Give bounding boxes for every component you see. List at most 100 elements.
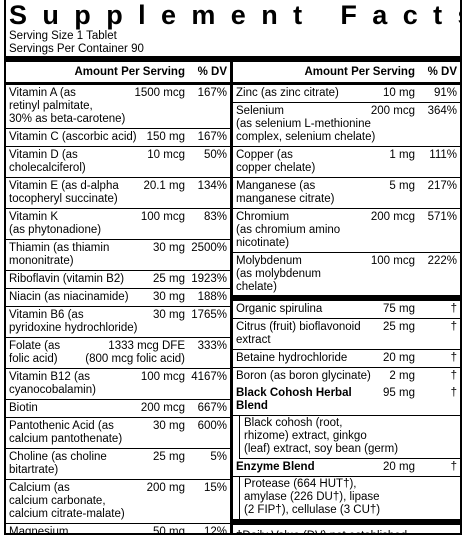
amount: 100 mcg — [370, 255, 415, 267]
amount-group: 200 mcg 364% — [371, 105, 457, 118]
nutrient-row: 50 mg 12% Magnesium (as magnesium oxide) — [6, 524, 230, 535]
amount-group: 10 mcg 50% — [147, 149, 227, 162]
daily-value: 364% — [427, 105, 457, 117]
amount: 30 mg — [153, 309, 185, 321]
amount: 200 mcg — [140, 402, 185, 414]
nutrient-name: Vitamin C (ascorbic acid) — [9, 131, 137, 143]
daily-value: 222% — [427, 255, 457, 267]
nutrient-name: Vitamin A (as retinyl palmitate, 30% as … — [9, 87, 126, 125]
daily-value: † — [450, 321, 457, 333]
nutrient-row: 10 mcg 50% Vitamin D (as cholecalciferol) — [6, 147, 230, 178]
amount: 30 mg — [153, 291, 185, 303]
amount: 20.1 mg — [143, 180, 185, 192]
daily-value: 83% — [203, 211, 227, 223]
thick-rule — [233, 519, 460, 525]
amount-group: 20 mg † — [383, 352, 457, 365]
thick-rule — [233, 295, 460, 301]
nutrient-name: Magnesium (as magnesium oxide) — [9, 526, 69, 535]
amount-group: 25 mg † — [383, 321, 457, 334]
daily-value: 5% — [210, 451, 227, 463]
nutrient-name: Betaine hydrochloride — [236, 352, 348, 364]
nutrient-name: Molybdenum (as molybdenum chelate) — [236, 255, 322, 293]
supplement-facts-label: Supplement Facts Serving Size 1 Tablet S… — [4, 0, 462, 535]
amount-group: 50 mg 12% — [153, 526, 227, 533]
nutrient-row: 1333 mcg DFE (800 mcg folic acid) 333% Fol… — [6, 338, 230, 369]
daily-value: † — [450, 370, 457, 382]
amount: 200 mg — [146, 482, 185, 494]
daily-value: 217% — [427, 180, 457, 192]
rows: 10 mg 91% Zinc (as zinc citrate) 200 mcg 364… — [233, 85, 460, 296]
amount: 25 mg — [153, 273, 185, 285]
footnote: †Daily Value (DV) not established. — [233, 525, 460, 533]
nutrient-row: 2 mg † Boron (as boron glycinate) — [233, 368, 460, 385]
amount-header: Amount Per Serving — [304, 66, 415, 78]
daily-value: 667% — [197, 402, 227, 414]
nutrient-row: 30 mg 600% Pantothenic Acid (as calcium pa… — [6, 418, 230, 449]
nutrient-name: Vitamin K (as phytonadione) — [9, 211, 102, 236]
daily-value: † — [450, 461, 457, 473]
blend-description: Protease (664 HUT†), amylase (226 DU†), … — [239, 477, 460, 520]
amount-group: 25 mg 5% — [153, 451, 227, 464]
amount-group: 100 mcg 83% — [141, 211, 227, 224]
daily-value: 134% — [197, 180, 227, 192]
amount-group: 5 mg 217% — [389, 180, 457, 193]
amount: 30 mg — [153, 242, 185, 254]
columns: Amount Per Serving % DV 1500 mcg 167% Vitami… — [6, 62, 460, 535]
daily-value: 333% — [197, 340, 227, 352]
daily-value: 1765% — [191, 309, 227, 321]
nutrient-name: Calcium (as calcium carbonate, calcium c… — [9, 482, 125, 520]
nutrient-name: Manganese (as manganese citrate) — [236, 180, 335, 205]
amount: 25 mg — [383, 321, 415, 333]
amount-group: 200 mcg 571% — [371, 211, 457, 224]
nutrient-row: 1 mg 111% Copper (as copper chelate) — [233, 147, 460, 178]
amount: 1500 mcg — [134, 87, 185, 99]
amount: 200 mcg — [370, 211, 415, 223]
nutrient-name: Vitamin B6 (as pyridoxine hydrochloride) — [9, 309, 138, 334]
rows: 1500 mcg 167% Vitamin A (as retinyl palmit… — [6, 85, 230, 535]
amount-group: 1333 mcg DFE (800 mcg folic acid) 333% — [85, 340, 227, 366]
nutrient-row: 30 mg 1765% Vitamin B6 (as pyridoxine hydr… — [6, 307, 230, 338]
amount: 150 mg — [146, 131, 185, 143]
amount: 95 mg — [383, 387, 415, 399]
daily-value: 15% — [203, 482, 227, 494]
amount: 1 mg — [389, 149, 415, 161]
nutrient-name: Selenium (as selenium L-methionine compl… — [236, 105, 376, 143]
daily-value: 50% — [203, 149, 227, 161]
amount: 1333 mcg DFE (800 mcg folic acid) — [85, 340, 185, 365]
daily-value: † — [450, 303, 457, 315]
amount: 20 mg — [383, 461, 415, 473]
daily-value: 571% — [427, 211, 457, 223]
nutrient-row: 100 mcg 4167% Vitamin B12 (as cyanocobalam… — [6, 369, 230, 400]
column-header: Amount Per Serving % DV — [6, 62, 230, 85]
amount-group: 100 mcg 4167% — [141, 371, 227, 384]
daily-value: 600% — [197, 420, 227, 432]
servings-per-container: Servings Per Container 90 — [9, 43, 144, 55]
amount: 20 mg — [383, 352, 415, 364]
amount-group: 150 mg 167% — [147, 131, 227, 144]
daily-value: 1923% — [191, 273, 227, 285]
title: Supplement Facts — [9, 0, 462, 30]
nutrient-name: Copper (as copper chelate) — [236, 149, 316, 174]
nutrient-row: 25 mg 1923% Riboflavin (vitamin B2) — [6, 271, 230, 289]
amount-group: 2 mg † — [389, 370, 457, 383]
nutrient-name: Vitamin E (as d-alpha tocopheryl succina… — [9, 180, 119, 205]
amount-group: 200 mg 15% — [147, 482, 227, 495]
amount: 75 mg — [383, 303, 415, 315]
nutrient-row: 200 mcg 571% Chromium (as chromium amino n… — [233, 209, 460, 253]
nutrient-name: Riboflavin (vitamin B2) — [9, 273, 125, 285]
nutrient-name: Enzyme Blend — [236, 461, 315, 473]
amount: 200 mcg — [370, 105, 415, 117]
nutrient-row: 1500 mcg 167% Vitamin A (as retinyl palmit… — [6, 85, 230, 129]
daily-value: 167% — [197, 87, 227, 99]
nutrient-row: 25 mg 5% Choline (as choline bitartrate) — [6, 449, 230, 480]
thick-rule — [6, 56, 460, 62]
amount-group: 1500 mcg 167% — [134, 87, 227, 100]
nutrient-name: Boron (as boron glycinate) — [236, 370, 371, 382]
serving-size: Serving Size 1 Tablet — [9, 30, 117, 42]
daily-value: 111% — [429, 149, 457, 161]
nutrient-name: Choline (as choline bitartrate) — [9, 451, 107, 476]
amount: 30 mg — [153, 420, 185, 432]
nutrient-row: 20 mg † Betaine hydrochloride — [233, 350, 460, 368]
nutrient-row: 200 mcg 364% Selenium (as selenium L-methi… — [233, 103, 460, 147]
nutrient-name: Biotin — [9, 402, 38, 414]
